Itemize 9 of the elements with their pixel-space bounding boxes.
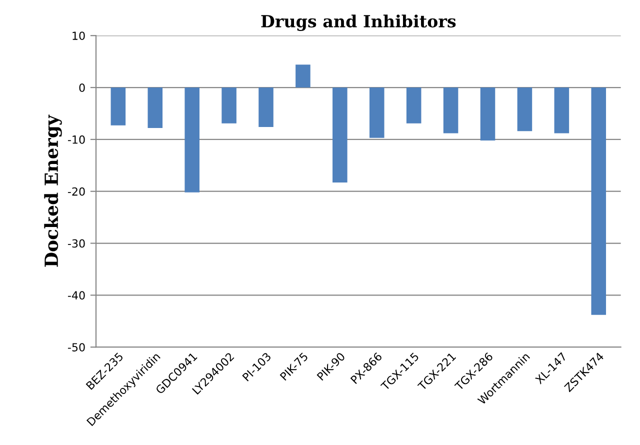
y-tick-label: -30 [68,239,85,248]
y-tick-label: 10 [72,32,85,40]
y-axis-title: Docked Energy [44,114,62,267]
y-tick-label: -10 [68,135,85,144]
y-tick-label: -50 [68,343,85,352]
chart-title: Drugs and Inhibitors [261,14,456,31]
y-tick-label: -20 [68,187,85,196]
y-tick-label: 0 [79,83,85,92]
y-tick-label: -40 [68,291,85,300]
